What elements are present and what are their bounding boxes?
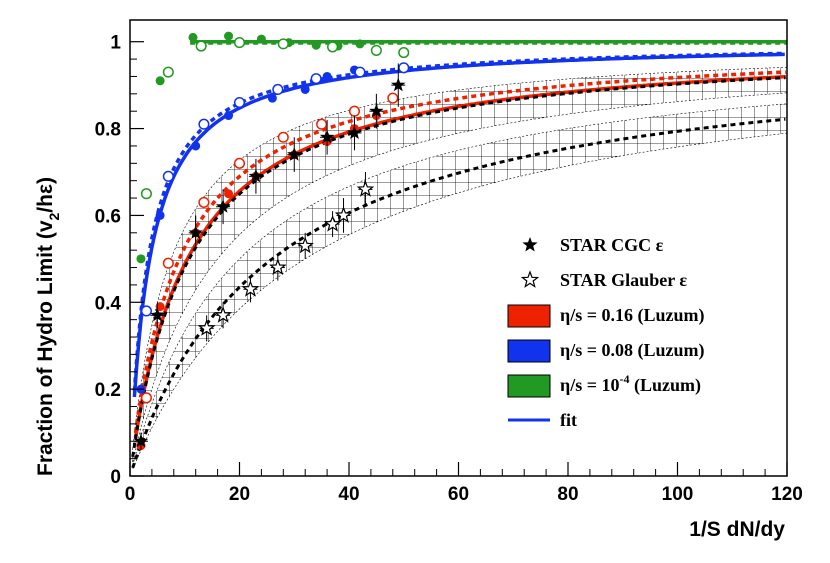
legend-label-eta-1e-4: η/s = 10-4 (Luzum): [560, 372, 701, 396]
data-point-s5-0: [140, 392, 152, 404]
data-point-s2-1: [155, 210, 165, 220]
uncertainty-band-0: [132, 103, 787, 470]
data-point-s6-0: [133, 433, 149, 448]
data-point-s7-1: [214, 306, 232, 323]
y-tick-label-4: 0.8: [95, 120, 121, 141]
legend: STAR CGC ε STAR Glauber ε η/s = 0.16 (Lu…: [507, 235, 704, 430]
data-point-s6-5: [287, 147, 302, 161]
legend-label-fit: fit: [560, 410, 577, 430]
data-point-s6-2: [188, 225, 203, 239]
data-point-s1-5: [327, 41, 339, 53]
y-axis-title-subscript: 2: [46, 212, 62, 220]
data-point-s2-3: [224, 111, 234, 121]
y-tick-label-1: 0.2: [95, 380, 121, 401]
x-tick-label-100: 100: [662, 484, 694, 505]
data-point-s3-7: [398, 62, 410, 74]
data-point-s5-3: [233, 157, 246, 169]
data-point-s7-7: [356, 180, 375, 197]
data-point-s6-3: [215, 199, 231, 213]
legend-box-blue: [507, 339, 551, 363]
y-tick-label-2: 0.4: [95, 293, 122, 314]
data-point-s5-1: [162, 257, 174, 269]
data-point-s5-4: [277, 131, 289, 143]
data-point-s6-6: [320, 129, 335, 144]
data-point-s7-4: [296, 236, 314, 254]
data-point-s3-4: [272, 83, 284, 96]
data-point-s1-7: [398, 47, 410, 59]
data-point-s6-4: [248, 168, 264, 183]
data-point-s5-2: [198, 196, 210, 208]
x-tick-label-40: 40: [338, 484, 359, 505]
data-point-s3-1: [162, 170, 174, 182]
y-axis-title-part-a: Fraction of Hydro Limit (v: [34, 220, 57, 476]
data-point-s6-8: [369, 103, 384, 118]
fit-curve-red-dashed-5: [133, 70, 786, 433]
data-point-s6-1: [150, 307, 165, 322]
legend-box-green: [507, 374, 551, 398]
y-tick-label-0: 0: [110, 467, 121, 488]
data-point-s0-8: [355, 39, 365, 49]
data-point-s4-3: [224, 189, 234, 199]
fit-curve-black-dashed-7: [131, 117, 786, 469]
data-point-s0-0: [136, 254, 146, 264]
data-point-s1-1: [162, 66, 174, 78]
legend-label-eta-016: η/s = 0.16 (Luzum): [560, 305, 704, 326]
data-point-s5-6: [348, 105, 361, 117]
data-point-s1-3: [233, 37, 246, 49]
data-point-s2-6: [322, 71, 332, 81]
data-point-s3-6: [354, 66, 366, 78]
data-point-s0-1: [155, 76, 165, 86]
data-point-s1-2: [195, 40, 207, 52]
legend-box-red: [507, 304, 551, 328]
y-tick-label-5: 1: [110, 33, 121, 54]
data-point-s3-5: [310, 73, 322, 85]
data-point-s0-6: [311, 40, 321, 50]
legend-label-eta-008: η/s = 0.08 (Luzum): [560, 340, 704, 361]
legend-symbol-star-open: [520, 270, 540, 288]
x-tick-label-60: 60: [448, 484, 469, 505]
x-tick-label-0: 0: [125, 484, 136, 505]
legend-symbol-star-filled: [522, 237, 538, 252]
data-point-s0-2: [188, 32, 198, 42]
x-tick-label-120: 120: [771, 484, 803, 505]
data-point-s1-0: [140, 188, 152, 200]
data-point-s7-0: [197, 319, 216, 336]
data-point-s7-2: [241, 280, 260, 297]
data-point-s3-0: [140, 305, 152, 317]
data-point-s2-5: [300, 84, 310, 94]
data-point-s5-7: [387, 92, 399, 104]
data-point-s2-4: [267, 93, 277, 103]
data-point-s2-2: [191, 141, 201, 151]
data-point-s6-9: [391, 77, 406, 92]
legend-label-star-cgc: STAR CGC ε: [560, 235, 664, 255]
data-point-s3-3: [233, 96, 246, 109]
data-point-s7-5: [323, 214, 342, 232]
data-point-s3-2: [198, 118, 210, 130]
fit-curve-black-dashed-6: [131, 76, 786, 458]
data-point-s1-6: [370, 44, 382, 56]
data-point-s7-6: [334, 206, 353, 223]
data-point-s1-4: [277, 38, 289, 50]
x-tick-label-80: 80: [557, 484, 578, 505]
data-point-s0-3: [224, 31, 234, 41]
y-tick-label-3: 0.6: [95, 206, 121, 227]
data-point-s5-5: [316, 118, 328, 130]
data-point-s7-3: [269, 258, 287, 275]
x-tick-label-20: 20: [229, 484, 250, 505]
y-axis-title-part-b: /hε): [34, 177, 57, 213]
legend-label-star-glauber: STAR Glauber ε: [560, 270, 687, 290]
x-axis-title: 1/S dN/dy: [689, 518, 785, 541]
data-point-s6-7: [347, 125, 362, 139]
y-axis-title: Fraction of Hydro Limit (v2/hε): [34, 177, 62, 476]
data-point-s0-4: [256, 34, 266, 44]
